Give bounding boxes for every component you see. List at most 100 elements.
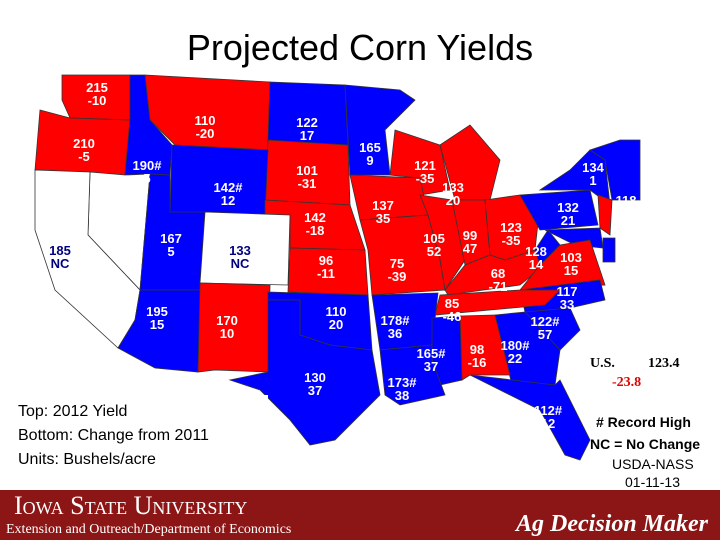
state-yield: 123	[500, 220, 522, 235]
state-change: -46	[443, 309, 462, 324]
state-yield: 130	[304, 370, 326, 385]
state-yield: 122	[617, 246, 639, 261]
state-yield: 134	[582, 160, 604, 175]
note: Top: 2012 Yield	[18, 403, 127, 420]
state-yield: 135	[613, 221, 635, 236]
note: Units: Bushels/acre	[18, 451, 156, 468]
state-change: -5	[620, 206, 632, 221]
us-yield: 123.4	[648, 356, 680, 371]
state-change: 38	[395, 388, 409, 403]
state-yield: 215	[86, 80, 108, 95]
state-change: -31	[298, 176, 317, 191]
state-yield: 99	[463, 228, 477, 243]
state-change: 21	[561, 213, 575, 228]
state-change: 15	[150, 317, 164, 332]
department: Extension and Outreach/Department of Eco…	[6, 522, 291, 537]
state-change: NC	[51, 256, 70, 271]
us-change: -23.8	[612, 375, 641, 390]
state	[597, 194, 613, 236]
notes-box	[10, 395, 268, 471]
state-yield: 110	[326, 304, 347, 319]
state-change: -20	[196, 126, 215, 141]
state-yield: 142#	[214, 180, 244, 195]
note: Bottom: Change from 2011	[18, 427, 209, 444]
state-change: 57	[538, 327, 552, 342]
state-change: -71	[489, 279, 508, 294]
state-yield: 185	[49, 243, 71, 258]
state-yield: 190#	[133, 158, 163, 173]
state	[602, 237, 616, 263]
state-change: -10	[88, 93, 107, 108]
state-change: 37	[308, 383, 322, 398]
us-label: U.S.	[590, 356, 615, 371]
state-yield: 68	[491, 266, 505, 281]
state-change: 9	[366, 153, 373, 168]
state-change: -39	[388, 269, 407, 284]
state-change: 12	[221, 193, 235, 208]
state-change: 5	[143, 171, 150, 186]
state-change: 14	[529, 257, 544, 272]
state-change: -18	[306, 223, 325, 238]
state-yield: 210	[73, 136, 95, 151]
state	[197, 282, 271, 373]
title: Projected Corn Yields	[187, 27, 533, 68]
program: Ag Decision Maker	[514, 511, 709, 537]
state-change: 5	[620, 234, 627, 249]
state-yield: 137	[372, 198, 394, 213]
source: USDA-NASS	[612, 456, 694, 472]
state-change: 15	[564, 263, 578, 278]
state-change: 47	[463, 241, 477, 256]
state-change: 1	[589, 173, 596, 188]
labels: 215-10210-5190#5110-20122171659101-31142…	[49, 80, 639, 431]
state-yield: 112#	[534, 403, 563, 418]
state-yield: 96	[319, 253, 333, 268]
state-change: 10	[220, 326, 234, 341]
state	[519, 189, 599, 231]
state-yield: 133	[229, 243, 251, 258]
state-change: NC	[231, 256, 250, 271]
state-yield: 101	[296, 163, 318, 178]
state-change: 20	[329, 317, 343, 332]
state-yield: 85	[445, 296, 459, 311]
university: Iowa State University	[14, 491, 247, 520]
legend-record: # Record High	[596, 414, 691, 430]
state-yield: 75	[390, 256, 404, 271]
state-yield: 170	[216, 313, 238, 328]
state-yield: 121	[414, 158, 436, 173]
state-change: 17	[300, 128, 314, 143]
state	[459, 314, 511, 381]
state-change: -35	[502, 233, 521, 248]
state-change: -16	[468, 355, 487, 370]
state-yield: 173#	[388, 375, 418, 390]
state-change: 13	[621, 259, 635, 274]
state-change: 20	[446, 193, 460, 208]
state-change: 52	[427, 244, 441, 259]
state-yield: 110	[195, 113, 216, 128]
state-yield: 133	[442, 180, 464, 195]
legend-nc: NC = No Change	[590, 436, 700, 452]
date: 01-11-13	[625, 474, 680, 490]
state-yield: 178#	[381, 313, 411, 328]
state	[519, 239, 606, 291]
state-yield: 165	[359, 140, 381, 155]
state-change: -5	[78, 149, 90, 164]
state-yield: 128	[525, 244, 547, 259]
state-change: 5	[167, 244, 174, 259]
state-yield: 117	[557, 284, 578, 299]
state	[439, 124, 501, 201]
state-change: 36	[388, 326, 402, 341]
state	[379, 344, 446, 406]
state-yield: 132	[557, 200, 579, 215]
state	[228, 299, 381, 446]
state-yield: 122#	[531, 314, 561, 329]
state-yield: 167	[160, 231, 182, 246]
state-yield: 195	[146, 304, 168, 319]
state	[469, 374, 591, 461]
state-change: -35	[416, 171, 435, 186]
state-change: -11	[317, 266, 335, 281]
state-change: 37	[424, 359, 438, 374]
state-yield: 118	[616, 193, 637, 208]
state-yield: 180#	[501, 338, 531, 353]
